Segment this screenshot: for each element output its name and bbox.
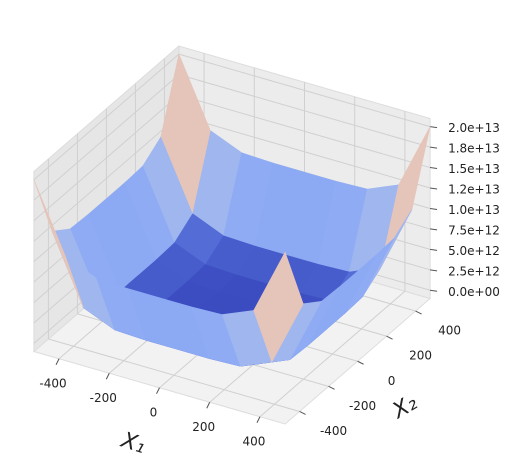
y-tick <box>328 385 335 390</box>
grid-line <box>33 74 180 201</box>
z-tick-label: 1.2e+13 <box>448 183 500 197</box>
z-tick-label: 2.0e+13 <box>448 121 500 135</box>
z-tick-label: 2.5e+12 <box>448 264 500 278</box>
z-tick <box>429 228 438 231</box>
z-tick-label: 5.0e+12 <box>448 244 500 258</box>
surface-face <box>253 251 304 363</box>
y-tick-label: 400 <box>438 324 461 338</box>
x-tick-label: 400 <box>243 434 266 448</box>
z-tick-label: 1.5e+13 <box>448 162 500 176</box>
y-tick-label: -400 <box>320 424 347 438</box>
x-tick <box>256 416 261 424</box>
z-tick <box>429 126 438 129</box>
x-tick <box>156 387 160 395</box>
y-tick <box>415 310 422 315</box>
z-tick <box>429 146 438 149</box>
x-tick-label: -200 <box>90 391 117 405</box>
y-tick-label: 0 <box>388 374 396 388</box>
grid-line <box>33 115 180 242</box>
y-tick <box>386 335 393 340</box>
z-tick-label: 1.0e+13 <box>448 203 500 217</box>
x-tick-label: 200 <box>192 420 215 434</box>
grid-line <box>178 94 431 169</box>
z-tick <box>429 289 438 292</box>
grid-line <box>178 74 431 148</box>
x-tick-label: 0 <box>150 405 158 419</box>
z-tick <box>429 167 438 170</box>
grid-line <box>178 115 431 189</box>
y-tick <box>357 360 364 365</box>
grid-line <box>33 94 180 222</box>
x-tick <box>206 402 211 409</box>
z-tick-label: 7.5e+12 <box>448 223 500 237</box>
grid-line <box>33 53 180 181</box>
z-tick-label: 0.0e+00 <box>448 285 500 299</box>
x-tick-label: -400 <box>39 376 66 390</box>
z-tick-label: 1.8e+13 <box>448 142 500 156</box>
y-axis-label: X₂ <box>388 390 422 424</box>
x-tick <box>105 373 110 380</box>
z-tick <box>429 248 438 251</box>
grid-line <box>48 338 300 412</box>
y-tick-label: 200 <box>409 349 432 363</box>
surface <box>33 53 431 367</box>
grid-line <box>178 53 431 128</box>
surface-face <box>33 179 84 308</box>
z-tick <box>429 207 438 210</box>
z-tick <box>429 269 438 272</box>
y-tick-label: -200 <box>349 399 376 413</box>
y-tick <box>299 411 306 415</box>
x-axis-label: X₁ <box>117 428 148 459</box>
z-tick <box>429 187 438 190</box>
x-tick <box>55 358 60 366</box>
